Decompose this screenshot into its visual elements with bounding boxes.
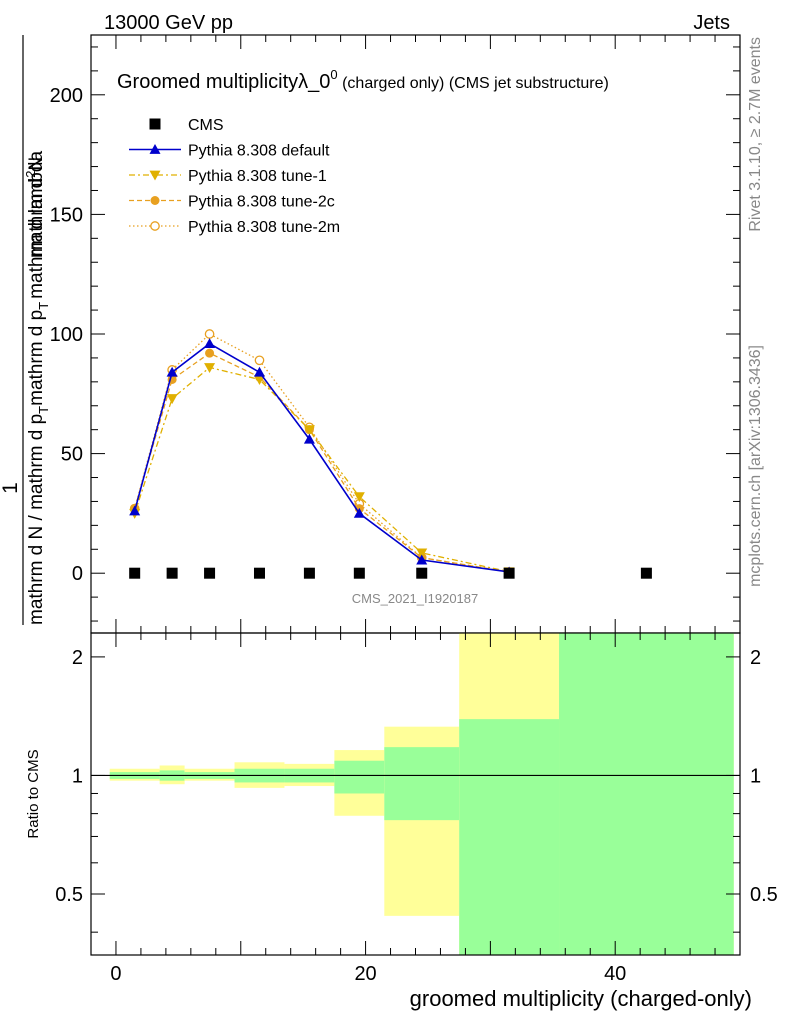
- legend-label: Pythia 8.308 default: [188, 143, 330, 160]
- ratio-y-tick-label: 0.5: [55, 884, 83, 906]
- main-y-tick-label: 0: [72, 563, 83, 585]
- main-y-tick-label: 200: [50, 85, 83, 107]
- series-line: [133, 342, 510, 573]
- legend-item: Pythia 8.308 tune-1: [129, 168, 327, 185]
- series-line: [134, 366, 510, 573]
- main-x-ticks: [115, 35, 741, 633]
- ratio-y-tick-label-right: 0.5: [750, 884, 778, 906]
- ratio-y-tick-label: 2: [72, 647, 83, 669]
- series-4: [129, 329, 514, 577]
- series-2: [129, 363, 515, 578]
- ratio-x-axis: 0 20 40: [110, 633, 741, 985]
- energy-label: 13000 GeV pp: [104, 12, 233, 34]
- x-tick-label: 0: [110, 963, 121, 985]
- legend-item: CMS: [149, 117, 224, 134]
- legend-marker: [150, 196, 160, 205]
- legend-label: Pythia 8.308 tune-2c: [188, 194, 335, 211]
- ylabel-numerator: 1: [0, 482, 22, 494]
- legend-label: Pythia 8.308 tune-1: [188, 168, 327, 185]
- main-y-tick-label: 100: [50, 324, 83, 346]
- data-point: [640, 567, 652, 579]
- mcplots-label: mcplots.cern.ch [arXiv:1306.3436]: [747, 345, 764, 587]
- data-point: [303, 567, 315, 579]
- ylabel-rhs-numerator: mathrm d2N: [23, 157, 47, 258]
- data-point: [204, 363, 216, 373]
- legend-item: Pythia 8.308 default: [129, 143, 330, 160]
- data-point: [166, 567, 178, 579]
- legend-item: Pythia 8.308 tune-2m: [129, 219, 340, 236]
- ratio-bands: [109, 633, 734, 955]
- data-point: [254, 355, 265, 366]
- legend-item: Pythia 8.308 tune-2c: [129, 194, 335, 211]
- data-point: [204, 329, 215, 339]
- series-0: [129, 567, 652, 579]
- data-point: [129, 567, 141, 579]
- ratio-y-tick-label: 1: [72, 765, 83, 787]
- data-point: [166, 394, 178, 405]
- data-point: [253, 366, 265, 377]
- legend: CMS Pythia 8.308 default Pythia 8.308 tune…: [129, 117, 340, 236]
- main-y-tick-label: 50: [61, 444, 83, 466]
- x-tick-label: 40: [604, 963, 626, 985]
- data-point: [166, 366, 178, 377]
- data-point: [353, 507, 365, 518]
- x-tick-label: 20: [354, 963, 376, 985]
- ratio-y-tick-label-right: 2: [750, 647, 761, 669]
- data-point: [503, 567, 515, 579]
- main-y-axis-label: 1 mathrm d N / mathrm d pTmathrm d pTmat…: [0, 35, 51, 625]
- main-plot-series: [129, 329, 652, 579]
- legend-label: Pythia 8.308 tune-2m: [188, 219, 340, 236]
- legend-marker: [149, 118, 161, 130]
- ratio-stat-band: [459, 719, 560, 955]
- category-label: Jets: [693, 12, 730, 34]
- data-point: [129, 505, 141, 516]
- analysis-watermark: CMS_2021_I1920187: [352, 591, 479, 606]
- ratio-stat-band: [334, 760, 385, 794]
- series-3: [130, 348, 514, 577]
- ratio-y-axis-label: Ratio to CMS: [25, 749, 42, 838]
- title-main: Groomed multiplicityλ_0: [117, 71, 330, 93]
- rivet-label: Rivet 3.1.10, ≥ 2.7M events: [747, 37, 764, 232]
- data-point: [303, 433, 315, 444]
- data-point: [416, 554, 428, 565]
- series-1: [129, 338, 515, 577]
- data-point: [416, 548, 428, 559]
- main-y-axis: 0 50 100 150 200: [50, 46, 740, 622]
- series-line: [134, 333, 510, 573]
- ratio-y-tick-label-right: 1: [750, 765, 761, 787]
- data-point: [353, 492, 365, 503]
- data-point: [204, 567, 216, 579]
- legend-marker: [149, 170, 161, 181]
- ylabel-denominator: mathrm d N / mathrm d pTmathrm d pTmathr…: [26, 151, 51, 625]
- x-axis-label: groomed multiplicity (charged-only): [410, 986, 752, 1011]
- data-point: [416, 567, 428, 579]
- title-superscript: 0: [330, 67, 337, 82]
- data-point: [204, 338, 216, 348]
- ratio-y-axis: 0.5 0.5 1 1 2 2: [55, 647, 778, 933]
- title-suffix: (charged only) (CMS jet substructure): [338, 75, 609, 92]
- main-plot-title: Groomed multiplicityλ_00 (charged only) …: [117, 67, 609, 93]
- legend-marker: [150, 221, 160, 231]
- data-point: [253, 567, 265, 579]
- data-point: [205, 348, 215, 358]
- data-point: [253, 375, 265, 385]
- data-point: [353, 567, 365, 579]
- main-y-tick-label: 150: [50, 204, 83, 226]
- series-line: [134, 352, 510, 573]
- legend-label: CMS: [188, 117, 224, 134]
- ratio-plot: 0.5 0.5 1 1 2 2 0 20 40 Ratio to CMS groomed mu…: [25, 632, 778, 1011]
- legend-marker: [149, 144, 161, 154]
- ratio-stat-band: [384, 747, 460, 821]
- data-point: [303, 425, 315, 436]
- ratio-stat-band: [559, 633, 734, 955]
